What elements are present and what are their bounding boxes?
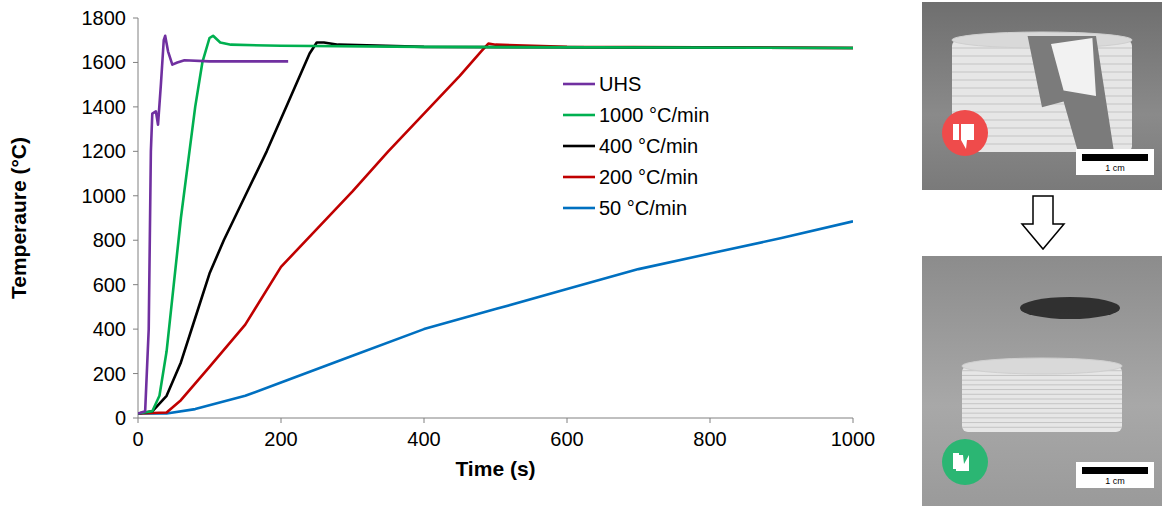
ring-layer: [962, 413, 1122, 414]
y-tick-label: 400: [93, 318, 126, 340]
photo-success: 1 cm: [922, 256, 1162, 506]
y-tick: [133, 18, 138, 19]
y-tick-label: 1400: [82, 96, 127, 118]
ring-layer: [962, 399, 1122, 400]
legend-label: 400 °C/min: [599, 135, 698, 157]
ring-layer: [962, 403, 1122, 404]
y-tick-label: 1600: [82, 51, 127, 73]
ring-layer: [962, 375, 1122, 376]
y-tick-label: 200: [93, 363, 126, 385]
dark-blur: [1020, 297, 1120, 319]
ring-top: [962, 358, 1122, 374]
y-tick-label: 1200: [82, 140, 127, 162]
y-axis: [138, 18, 139, 418]
thumb-cuff: [953, 124, 959, 140]
ring-layer: [962, 408, 1122, 409]
legend-swatch: [563, 145, 595, 148]
x-tick-label: 200: [264, 428, 297, 450]
scale-label: 1 cm: [1105, 163, 1125, 173]
series-line: [138, 42, 853, 413]
y-tick-label: 800: [93, 229, 126, 251]
legend-label: UHS: [599, 73, 641, 95]
y-tick: [133, 106, 138, 107]
thumb-down-icon: [942, 110, 988, 156]
y-tick: [133, 240, 138, 241]
y-tick: [133, 62, 138, 63]
photo-failed: 1 cm: [922, 2, 1162, 190]
photo-background: [922, 2, 1162, 190]
y-tick: [133, 151, 138, 152]
x-axis-title: Time (s): [455, 457, 535, 480]
x-tick: [281, 418, 282, 423]
ring-layer: [962, 380, 1122, 381]
legend: UHS 1000 °C/min 400 °C/min 200 °C/min 50 °C/…: [563, 73, 709, 219]
ring-layer: [962, 417, 1122, 418]
y-tick: [133, 284, 138, 285]
x-tick: [138, 418, 139, 423]
thumb-hand: [956, 455, 969, 471]
plot-lines: [138, 36, 853, 414]
x-tick: [567, 418, 568, 423]
y-tick: [133, 329, 138, 330]
x-tick: [424, 418, 425, 423]
scale-box: [1076, 149, 1154, 175]
y-axis-title: Temperaure (°C): [7, 137, 30, 299]
scale-label: 1 cm: [1105, 476, 1125, 486]
figure: 0 200 400 600 800 1000 1200 1400 1600 1800 0 200 400…: [0, 0, 1166, 509]
x-tick-label: 1000: [831, 428, 876, 450]
legend-label: 1000 °C/min: [599, 104, 709, 126]
y-tick-label: 1000: [82, 185, 127, 207]
thumb-hand: [961, 124, 974, 149]
y-tick: [133, 373, 138, 374]
series-line: [138, 44, 853, 414]
scale-box: [1076, 462, 1154, 488]
ring-layer: [962, 427, 1122, 428]
ring-layer: [962, 389, 1122, 390]
ring-layer: [962, 422, 1122, 423]
series-line: [138, 221, 853, 413]
legend-label: 50 °C/min: [599, 197, 687, 219]
y-tick: [133, 195, 138, 196]
x-tick-label: 600: [550, 428, 583, 450]
y-tick-label: 0: [115, 407, 126, 429]
y-tick-label: 600: [93, 274, 126, 296]
photo-background: [922, 256, 1162, 506]
fragment: [1051, 38, 1096, 96]
ring-layer: [962, 394, 1122, 395]
x-tick-label: 400: [407, 428, 440, 450]
x-tick-label: 800: [693, 428, 726, 450]
ring-layer: [962, 384, 1122, 385]
y-tick-label: 1800: [82, 7, 127, 29]
scale-bar: [1082, 467, 1148, 474]
legend-label: 200 °C/min: [599, 166, 698, 188]
x-tick: [853, 418, 854, 423]
legend-swatch: [563, 114, 595, 117]
x-tick-label: 0: [132, 428, 143, 450]
crack: [1028, 36, 1114, 152]
legend-swatch: [563, 176, 595, 179]
thumb-up-icon: [942, 439, 988, 485]
scale-bar: [1082, 154, 1148, 161]
legend-swatch: [563, 207, 595, 210]
series-line: [138, 36, 853, 414]
legend-swatch: [563, 83, 595, 86]
ring-body: [962, 366, 1122, 432]
series-line: [138, 36, 288, 414]
x-tick: [710, 418, 711, 423]
y-tick: [133, 418, 138, 419]
arrow: [1022, 196, 1064, 249]
x-axis: [138, 418, 853, 419]
